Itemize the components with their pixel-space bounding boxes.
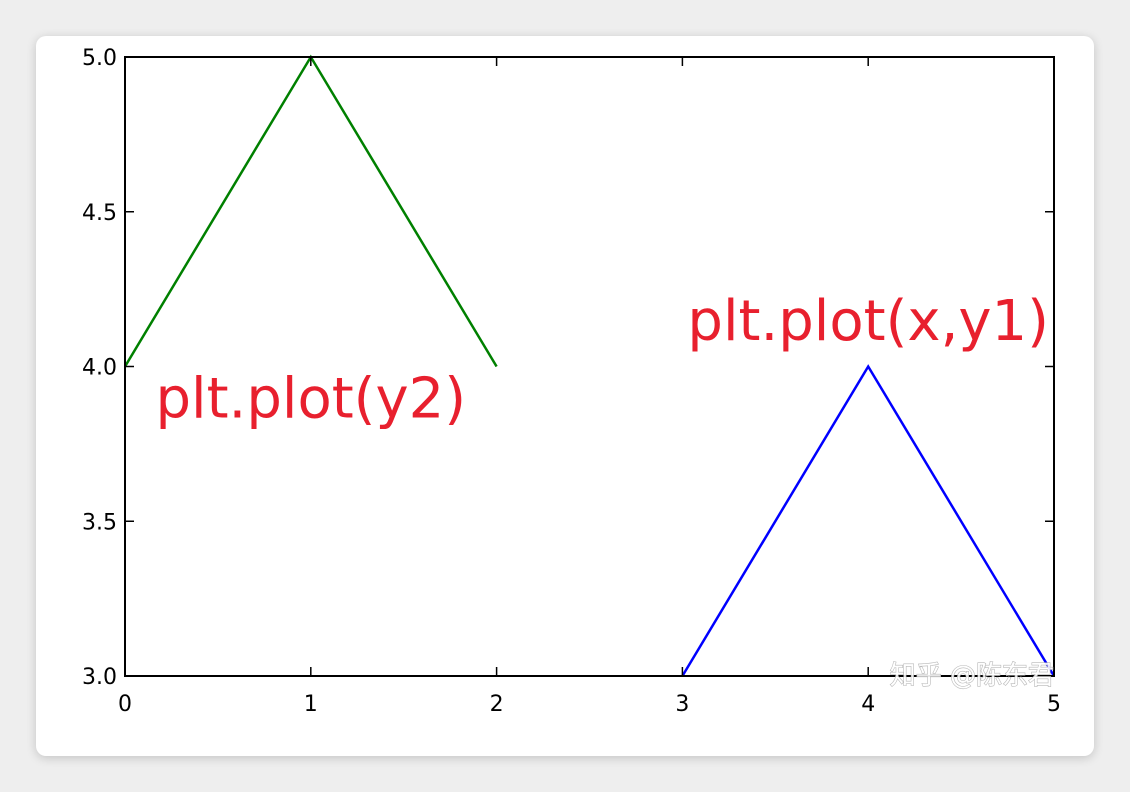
y-tick-label: 5.0 [82, 46, 117, 71]
x-tick-label: 1 [304, 692, 318, 717]
x-tick-label: 4 [861, 692, 875, 717]
annotation-layer: plt.plot(y2) plt.plot(x,y1) [155, 289, 1049, 431]
labels-layer: 0 1 2 3 4 5 3.0 3.5 4.0 4.5 5.0 [82, 46, 1061, 717]
ticks-layer [124, 56, 1055, 677]
x-tick-label: 2 [490, 692, 504, 717]
y-tick-label: 4.0 [82, 356, 117, 381]
annotation-text-1: plt.plot(y2) [155, 366, 466, 431]
y-tick-label: 3.5 [82, 510, 117, 535]
x-tick-label: 0 [118, 692, 132, 717]
y-tick-label: 3.0 [82, 665, 117, 690]
x-tick-label: 3 [675, 692, 689, 717]
chart-svg: 0 1 2 3 4 53.03.54.04.55.0 plt.plot(y2)plt.pl… [82, 46, 1061, 717]
chart-card: 0 1 2 3 4 5 3.0 3.5 4.0 4.5 5.0 plt.plot(y2) plt.pl… [36, 36, 1094, 756]
series-line-1 [123, 54, 498, 368]
series-line-2 [681, 364, 1056, 677]
y-tick-label: 4.5 [82, 201, 117, 226]
watermark-text: 知乎 @陈东君 [890, 661, 1054, 691]
x-tick-label: 5 [1047, 692, 1061, 717]
annotation-text-2: plt.plot(x,y1) [687, 289, 1049, 354]
